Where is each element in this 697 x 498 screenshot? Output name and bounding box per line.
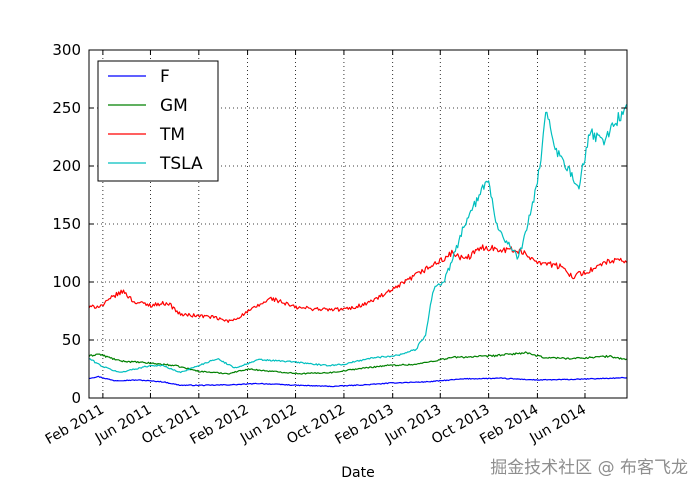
y-tick-label: 250	[52, 99, 81, 117]
series-line-f	[88, 375, 627, 388]
legend: F GM TM TSLA	[97, 60, 219, 182]
legend-label: TSLA	[159, 154, 203, 174]
plot-frame	[88, 49, 628, 399]
series-line-tm	[88, 244, 628, 323]
series-line-gm	[88, 351, 627, 375]
legend-label: GM	[160, 96, 188, 116]
y-tick-label: 100	[52, 273, 81, 291]
legend-label: F	[160, 67, 170, 87]
legend-box	[97, 60, 219, 182]
y-tick-label: 200	[52, 157, 81, 175]
y-tick-label: 150	[52, 215, 81, 233]
plot-lines	[88, 104, 628, 388]
watermark: 掘金技术社区 @ 布客飞龙	[490, 458, 688, 478]
x-axis-label: Date	[341, 465, 374, 481]
y-ticks: 0 50 100 150 200 250 300	[52, 41, 627, 407]
series-line-tsla	[88, 104, 628, 374]
y-tick-label: 300	[52, 41, 81, 59]
y-tick-label: 50	[62, 331, 81, 349]
legend-label: TM	[159, 125, 185, 145]
y-tick-label: 0	[71, 389, 81, 407]
